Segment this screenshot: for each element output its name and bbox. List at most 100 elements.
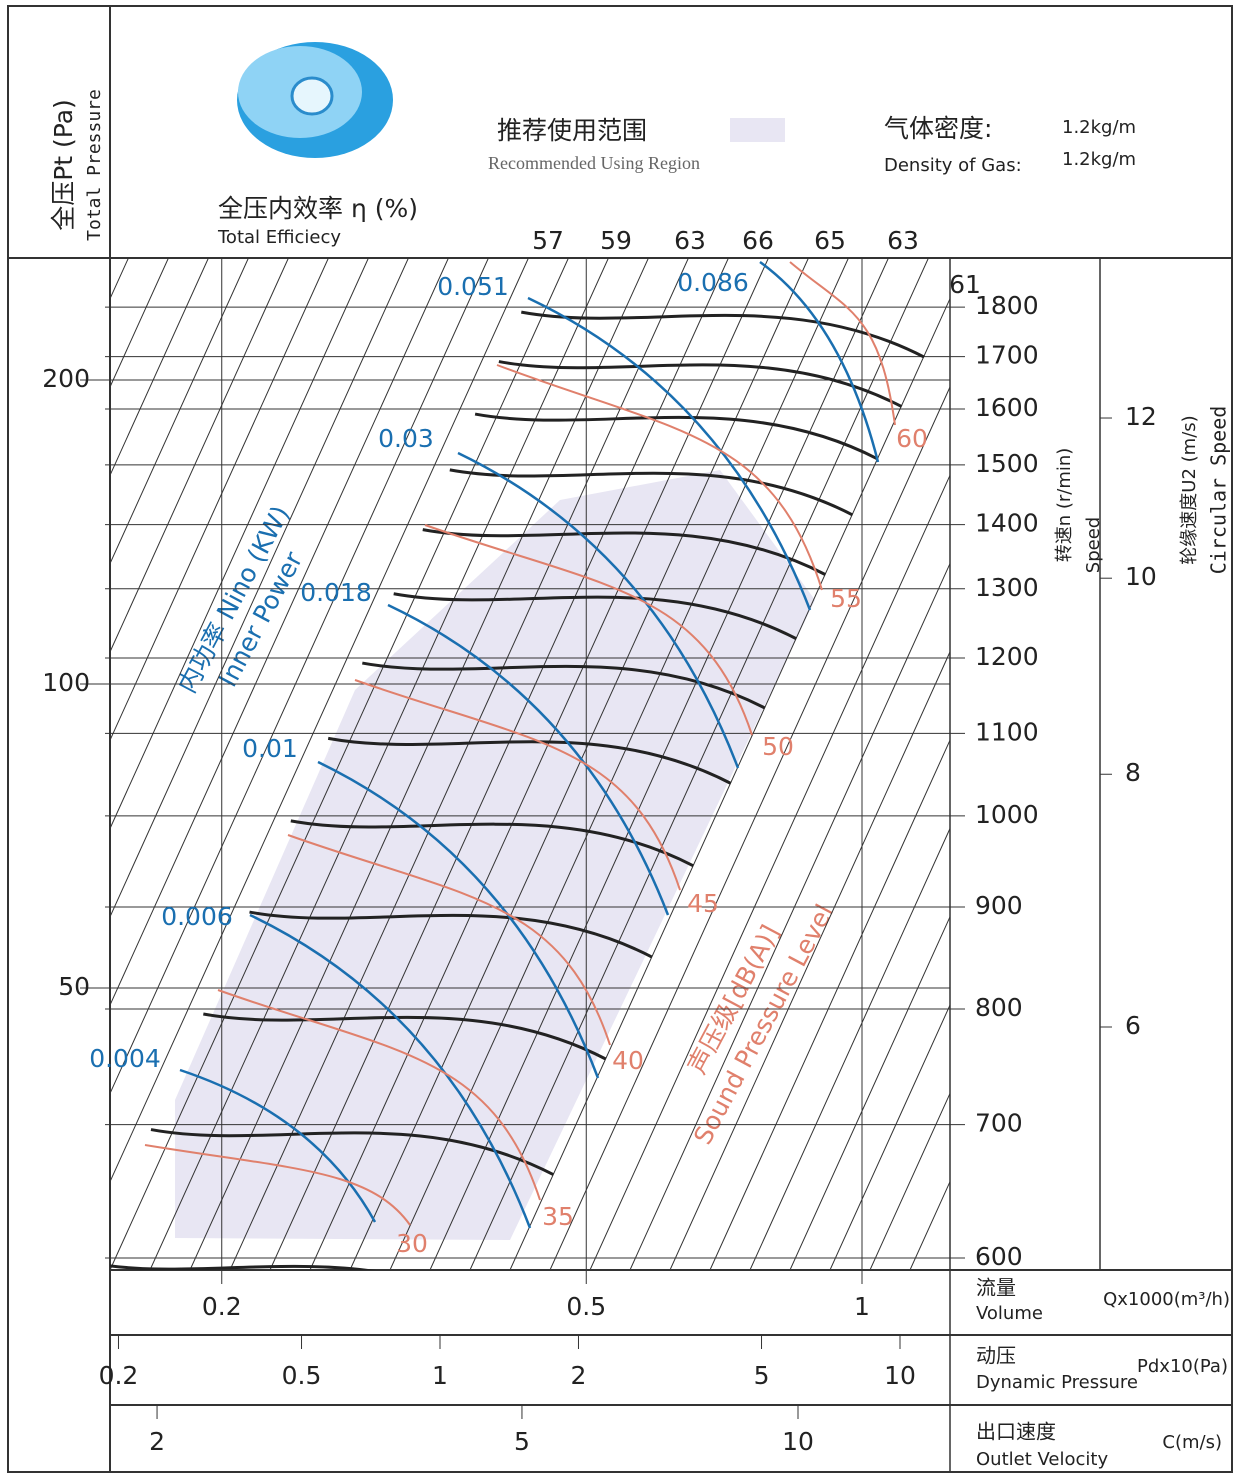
x-tick-label: 10 (884, 1361, 916, 1390)
efficiency-curve (110, 1264, 376, 1270)
sound-curve (217, 989, 541, 1201)
efficiency-curve (498, 360, 903, 408)
speed-label-en: Speed (1083, 517, 1104, 573)
guide-line (110, 258, 409, 919)
power-label: 0.086 (677, 268, 749, 297)
speed-tick-label: 1200 (975, 642, 1039, 671)
dp-label: 动压 (976, 1344, 1016, 1368)
power-label: 0.004 (89, 1044, 161, 1073)
power-curve (527, 296, 812, 611)
guide-line (829, 1003, 950, 1270)
power-label: 0.01 (242, 734, 298, 763)
speed-tick-label: 1700 (975, 341, 1039, 370)
speed-tick-label: 800 (975, 993, 1023, 1022)
guide-line (349, 258, 809, 1270)
speed-tick-label: 1100 (975, 717, 1039, 746)
guide-line (149, 258, 609, 1270)
power-curve (457, 451, 740, 769)
efficiency-label-en: Total Efficiecy (217, 227, 341, 248)
efficiency-label: 57 (532, 226, 564, 255)
guide-line (110, 258, 249, 565)
sound-label: 30 (396, 1229, 428, 1258)
efficiency-curve (327, 736, 732, 785)
guide-line (749, 827, 950, 1270)
x-tick-label: 0.5 (282, 1361, 322, 1390)
sound-curve (354, 679, 681, 891)
sound-curve (144, 1144, 411, 1226)
guide-line (110, 258, 289, 654)
circular-label-en: Circular Speed (1207, 406, 1231, 575)
speed-tick-label: 600 (975, 1242, 1023, 1271)
density-label-en: Density of Gas: (884, 155, 1022, 176)
x-tick-label: 2 (149, 1427, 165, 1456)
pressure-label: 全压Pt (Pa) (49, 99, 78, 231)
speed-tick-label: 1300 (975, 573, 1039, 602)
x-tick-label: 1 (432, 1361, 448, 1390)
power-curve (317, 760, 600, 1079)
efficiency-curve (393, 592, 798, 641)
power-curve (249, 913, 532, 1229)
sound-label: 35 (542, 1202, 574, 1231)
guide-line (669, 650, 950, 1270)
recommended-label: 推荐使用范围 (497, 116, 647, 145)
power-label: 0.051 (437, 272, 509, 301)
y-tick-label: 50 (58, 972, 90, 1001)
guide-line (110, 258, 529, 1183)
circular-tick-label: 12 (1125, 402, 1157, 431)
volume-unit: Qx1000(m³/h) (1103, 1289, 1230, 1310)
power-label: 0.03 (378, 424, 434, 453)
power-curve (759, 260, 880, 463)
fan-icon (237, 42, 393, 158)
speed-label: 转速n (r/min) (1054, 448, 1075, 563)
guide-line (110, 258, 169, 389)
guide-line (110, 258, 449, 1007)
density-value: 1.2kg/m (1062, 149, 1136, 170)
guide-line (629, 562, 950, 1270)
guide-line (549, 385, 950, 1270)
x-tick-label: 5 (754, 1361, 770, 1390)
power-curve (387, 603, 670, 916)
frame (7, 5, 1233, 1473)
sound-curve (496, 364, 823, 591)
speed-tick-label: 900 (975, 891, 1023, 920)
volume-label: 流量 (976, 1276, 1016, 1300)
x-tick-label: 0.5 (566, 1292, 606, 1321)
guide-line (869, 1092, 950, 1270)
sound-label: 55 (830, 584, 862, 613)
circular-label: 轮缘速度U2 (m/s) (1179, 415, 1200, 564)
recommended-label-en: Recommended Using Region (488, 153, 700, 173)
density-label: 气体密度: (884, 114, 992, 143)
sound-label: 40 (612, 1046, 644, 1075)
guide-line (110, 258, 369, 830)
x-tick-label: 10 (782, 1427, 814, 1456)
efficiency-curve (422, 528, 827, 576)
x-tick-label: 5 (514, 1427, 530, 1456)
guide-line (429, 258, 889, 1270)
x-tick-label: 1 (854, 1292, 870, 1321)
density-value: 1.2kg/m (1062, 117, 1136, 138)
velocity-unit: C(m/s) (1162, 1432, 1222, 1453)
pressure-label-en: Total Pressure (84, 89, 105, 241)
x-tick-label: 0.2 (202, 1292, 242, 1321)
guide-line (589, 474, 950, 1270)
efficiency-curve (521, 310, 925, 359)
efficiency-label: 全压内效率 η (%) (218, 194, 418, 223)
efficiency-label: 65 (814, 226, 846, 255)
guide-line (229, 258, 689, 1270)
sound-label: 45 (687, 889, 719, 918)
guide-line (110, 258, 489, 1095)
guide-line (110, 258, 209, 477)
dp-label-en: Dynamic Pressure (976, 1372, 1138, 1393)
power-label: 0.018 (300, 578, 372, 607)
guide-line (469, 258, 929, 1270)
power-label: 0.006 (161, 902, 233, 931)
y-tick-label: 100 (42, 668, 90, 697)
legend-swatch (730, 118, 785, 142)
guide-line (909, 1180, 950, 1270)
speed-tick-label: 1600 (975, 393, 1039, 422)
efficiency-label: 63 (674, 226, 706, 255)
sound-curve (424, 524, 753, 736)
sound-label: 60 (896, 424, 928, 453)
circular-tick-label: 6 (1125, 1011, 1141, 1040)
